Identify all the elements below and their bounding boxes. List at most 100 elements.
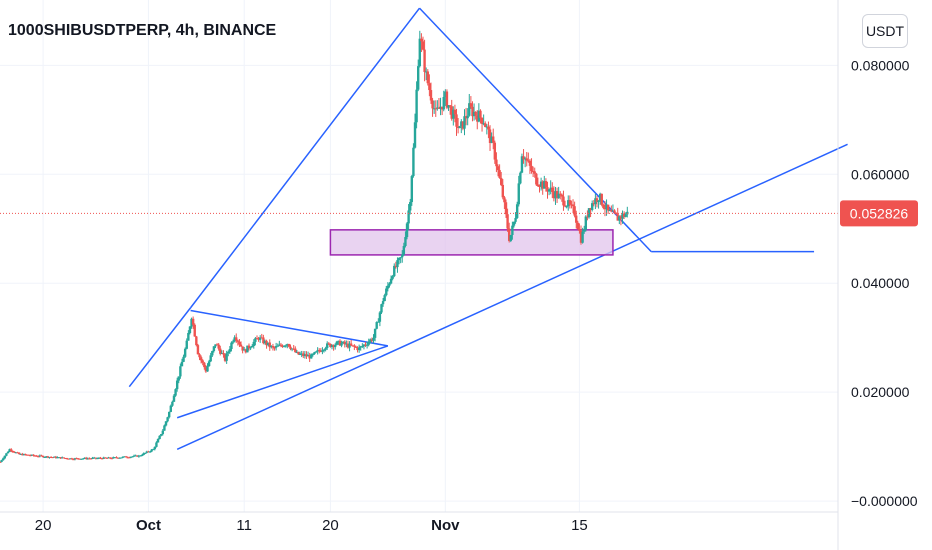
- candle-down: [268, 342, 271, 348]
- candle-down: [546, 187, 549, 192]
- candle-up: [97, 457, 101, 459]
- candle-up: [520, 156, 524, 173]
- candle-down: [544, 181, 548, 188]
- candle-down: [239, 344, 243, 347]
- candle-down: [480, 117, 484, 124]
- x-axis-tick-label: 20: [35, 517, 52, 534]
- candle-up: [341, 341, 345, 344]
- candle-up: [472, 111, 476, 117]
- candle-up: [228, 349, 232, 352]
- candle-up: [388, 283, 391, 286]
- candle-down: [94, 457, 97, 459]
- candle-down: [100, 458, 104, 460]
- candle-down: [488, 129, 492, 144]
- candle-up: [424, 71, 428, 73]
- candle-down: [346, 343, 350, 348]
- candle-up: [206, 366, 209, 372]
- candle-up: [254, 338, 257, 342]
- candle-up: [6, 451, 10, 454]
- y-axis-tick-label: 0.020000: [851, 384, 910, 400]
- candle-up: [91, 457, 94, 459]
- candle-down: [262, 337, 265, 344]
- candle-up: [243, 349, 246, 351]
- candle-down: [257, 338, 260, 340]
- candle-up: [407, 210, 410, 224]
- candle-up: [169, 405, 172, 412]
- candle-up: [53, 456, 56, 458]
- candle-up: [334, 344, 337, 348]
- candle-up: [187, 333, 190, 341]
- candle-down: [610, 210, 613, 212]
- candle-up: [608, 210, 611, 212]
- candle-down: [235, 337, 238, 341]
- candle-up: [73, 458, 77, 460]
- candle-up: [321, 350, 324, 352]
- candle-up: [80, 458, 83, 460]
- candle-up: [182, 356, 185, 362]
- currency-button[interactable]: USDT: [862, 14, 908, 48]
- candle-down: [622, 213, 626, 217]
- last-price-label: 0.052826: [850, 205, 909, 221]
- candle-up: [389, 278, 393, 284]
- candle-up: [468, 103, 471, 116]
- candle-up: [621, 213, 624, 219]
- candle-up: [391, 276, 394, 279]
- candle-up: [369, 339, 372, 342]
- candle-down: [196, 345, 200, 355]
- candle-down: [219, 348, 222, 354]
- candle-up: [123, 456, 126, 458]
- candle-down: [70, 458, 74, 460]
- candle-down: [448, 105, 452, 107]
- candle-up: [188, 326, 192, 334]
- candle-up: [466, 115, 469, 119]
- candle-down: [33, 455, 37, 457]
- candle-down: [99, 457, 102, 459]
- candle-down: [423, 49, 426, 72]
- candle-up: [410, 176, 414, 203]
- candle-up: [418, 38, 421, 67]
- candle-down: [428, 83, 431, 91]
- candle-down: [450, 106, 453, 119]
- y-axis-tick-label: −0.000000: [851, 493, 918, 509]
- candle-down: [504, 202, 508, 215]
- candle-up: [211, 351, 214, 356]
- candle-down: [503, 197, 506, 203]
- candle-up: [61, 457, 64, 459]
- candle-up: [278, 344, 281, 346]
- candle-up: [587, 208, 591, 218]
- candle-up: [417, 66, 420, 90]
- candle-down: [40, 455, 43, 457]
- candle-up: [605, 204, 608, 210]
- candle-up: [409, 202, 412, 211]
- x-axis-tick-label: Nov: [431, 517, 460, 534]
- candle-up: [567, 200, 570, 207]
- candle-down: [54, 456, 58, 458]
- candle-down: [84, 457, 88, 459]
- candle-down: [191, 318, 195, 325]
- candle-up: [396, 260, 399, 268]
- candle-up: [386, 285, 390, 289]
- candle-up: [102, 457, 105, 459]
- candle-down: [193, 324, 196, 337]
- candle-down: [493, 142, 497, 160]
- candle-down: [353, 345, 356, 347]
- candle-down: [136, 455, 139, 457]
- candle-up: [48, 457, 51, 459]
- candle-up: [452, 109, 455, 119]
- candle-down: [456, 126, 460, 129]
- candle-down: [370, 339, 374, 341]
- candle-down: [273, 347, 276, 349]
- drawing-layer: [128, 7, 848, 451]
- candle-up: [517, 183, 520, 205]
- candle-down: [429, 90, 433, 101]
- candle-down: [469, 103, 473, 107]
- candle-up: [412, 147, 415, 177]
- candle-down: [116, 457, 120, 459]
- candle-layer: [0, 30, 629, 463]
- candle-up: [250, 345, 254, 348]
- candle-up: [175, 380, 179, 390]
- candle-up: [523, 158, 527, 160]
- candle-down: [294, 348, 297, 353]
- candle-up: [362, 344, 366, 347]
